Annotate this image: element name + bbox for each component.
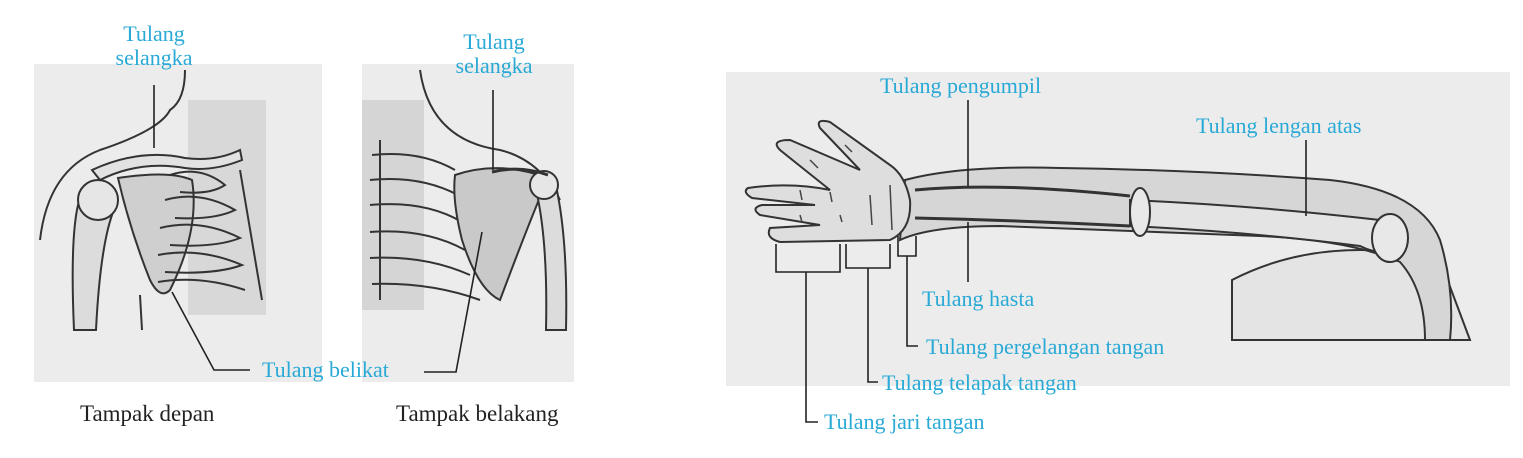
metacarpal-pointer [867, 268, 878, 383]
back-humerus-bone [534, 184, 568, 331]
phalanx-label: Tulang jari tangan [824, 409, 985, 434]
scapula-label: Tulang belikat [262, 357, 389, 382]
front-sternum-edge [239, 169, 263, 301]
shoulder-front-view [34, 64, 322, 382]
shoulder-back-view [362, 64, 574, 382]
back-clavicle-label: Tulang selangka [444, 30, 544, 78]
phalanx-bracket [775, 244, 841, 273]
front-humerus-head [77, 179, 119, 221]
radius-label: Tulang pengumpil [880, 73, 1042, 98]
ulna-label: Tulang hasta [922, 286, 1035, 311]
back-clavicle-label-line2: selangka [455, 53, 533, 78]
carpal-label: Tulang pergelangan tangan [926, 334, 1165, 359]
front-clavicle-label-line1: Tulang [123, 21, 185, 46]
front-view-caption: Tampak depan [80, 401, 215, 426]
carpal-pointer [906, 256, 918, 347]
front-humerus-bone [71, 203, 114, 331]
metacarpal-label: Tulang telapak tangan [882, 370, 1077, 395]
arm-view [726, 72, 1510, 386]
front-scapula-bone [116, 173, 195, 295]
front-body-outline [39, 69, 186, 241]
back-scapula-pointer [424, 231, 483, 373]
humerus-label: Tulang lengan atas [1196, 113, 1362, 138]
front-clavicle-label-line2: selangka [115, 45, 193, 70]
arm-outline [898, 166, 1453, 341]
ulna-bone [914, 216, 1131, 228]
hand-bones [744, 119, 912, 244]
finger-joints [799, 144, 893, 231]
radius-bone [914, 185, 1131, 198]
front-clavicle-bone [90, 148, 244, 182]
front-torso-shade [188, 100, 266, 315]
back-humerus-head [529, 170, 559, 200]
front-arm-line [139, 294, 143, 331]
back-clavicle-bone [491, 167, 549, 177]
back-clavicle-label-line1: Tulang [463, 29, 525, 54]
shoulder-joint [1371, 213, 1409, 263]
front-scapula-pointer [171, 291, 250, 371]
front-clavicle-label: Tulang selangka [104, 22, 204, 70]
back-view-caption: Tampak belakang [396, 401, 559, 426]
front-ribs [157, 170, 246, 291]
phalanx-pointer [805, 272, 818, 423]
elbow-joint [1129, 187, 1151, 237]
